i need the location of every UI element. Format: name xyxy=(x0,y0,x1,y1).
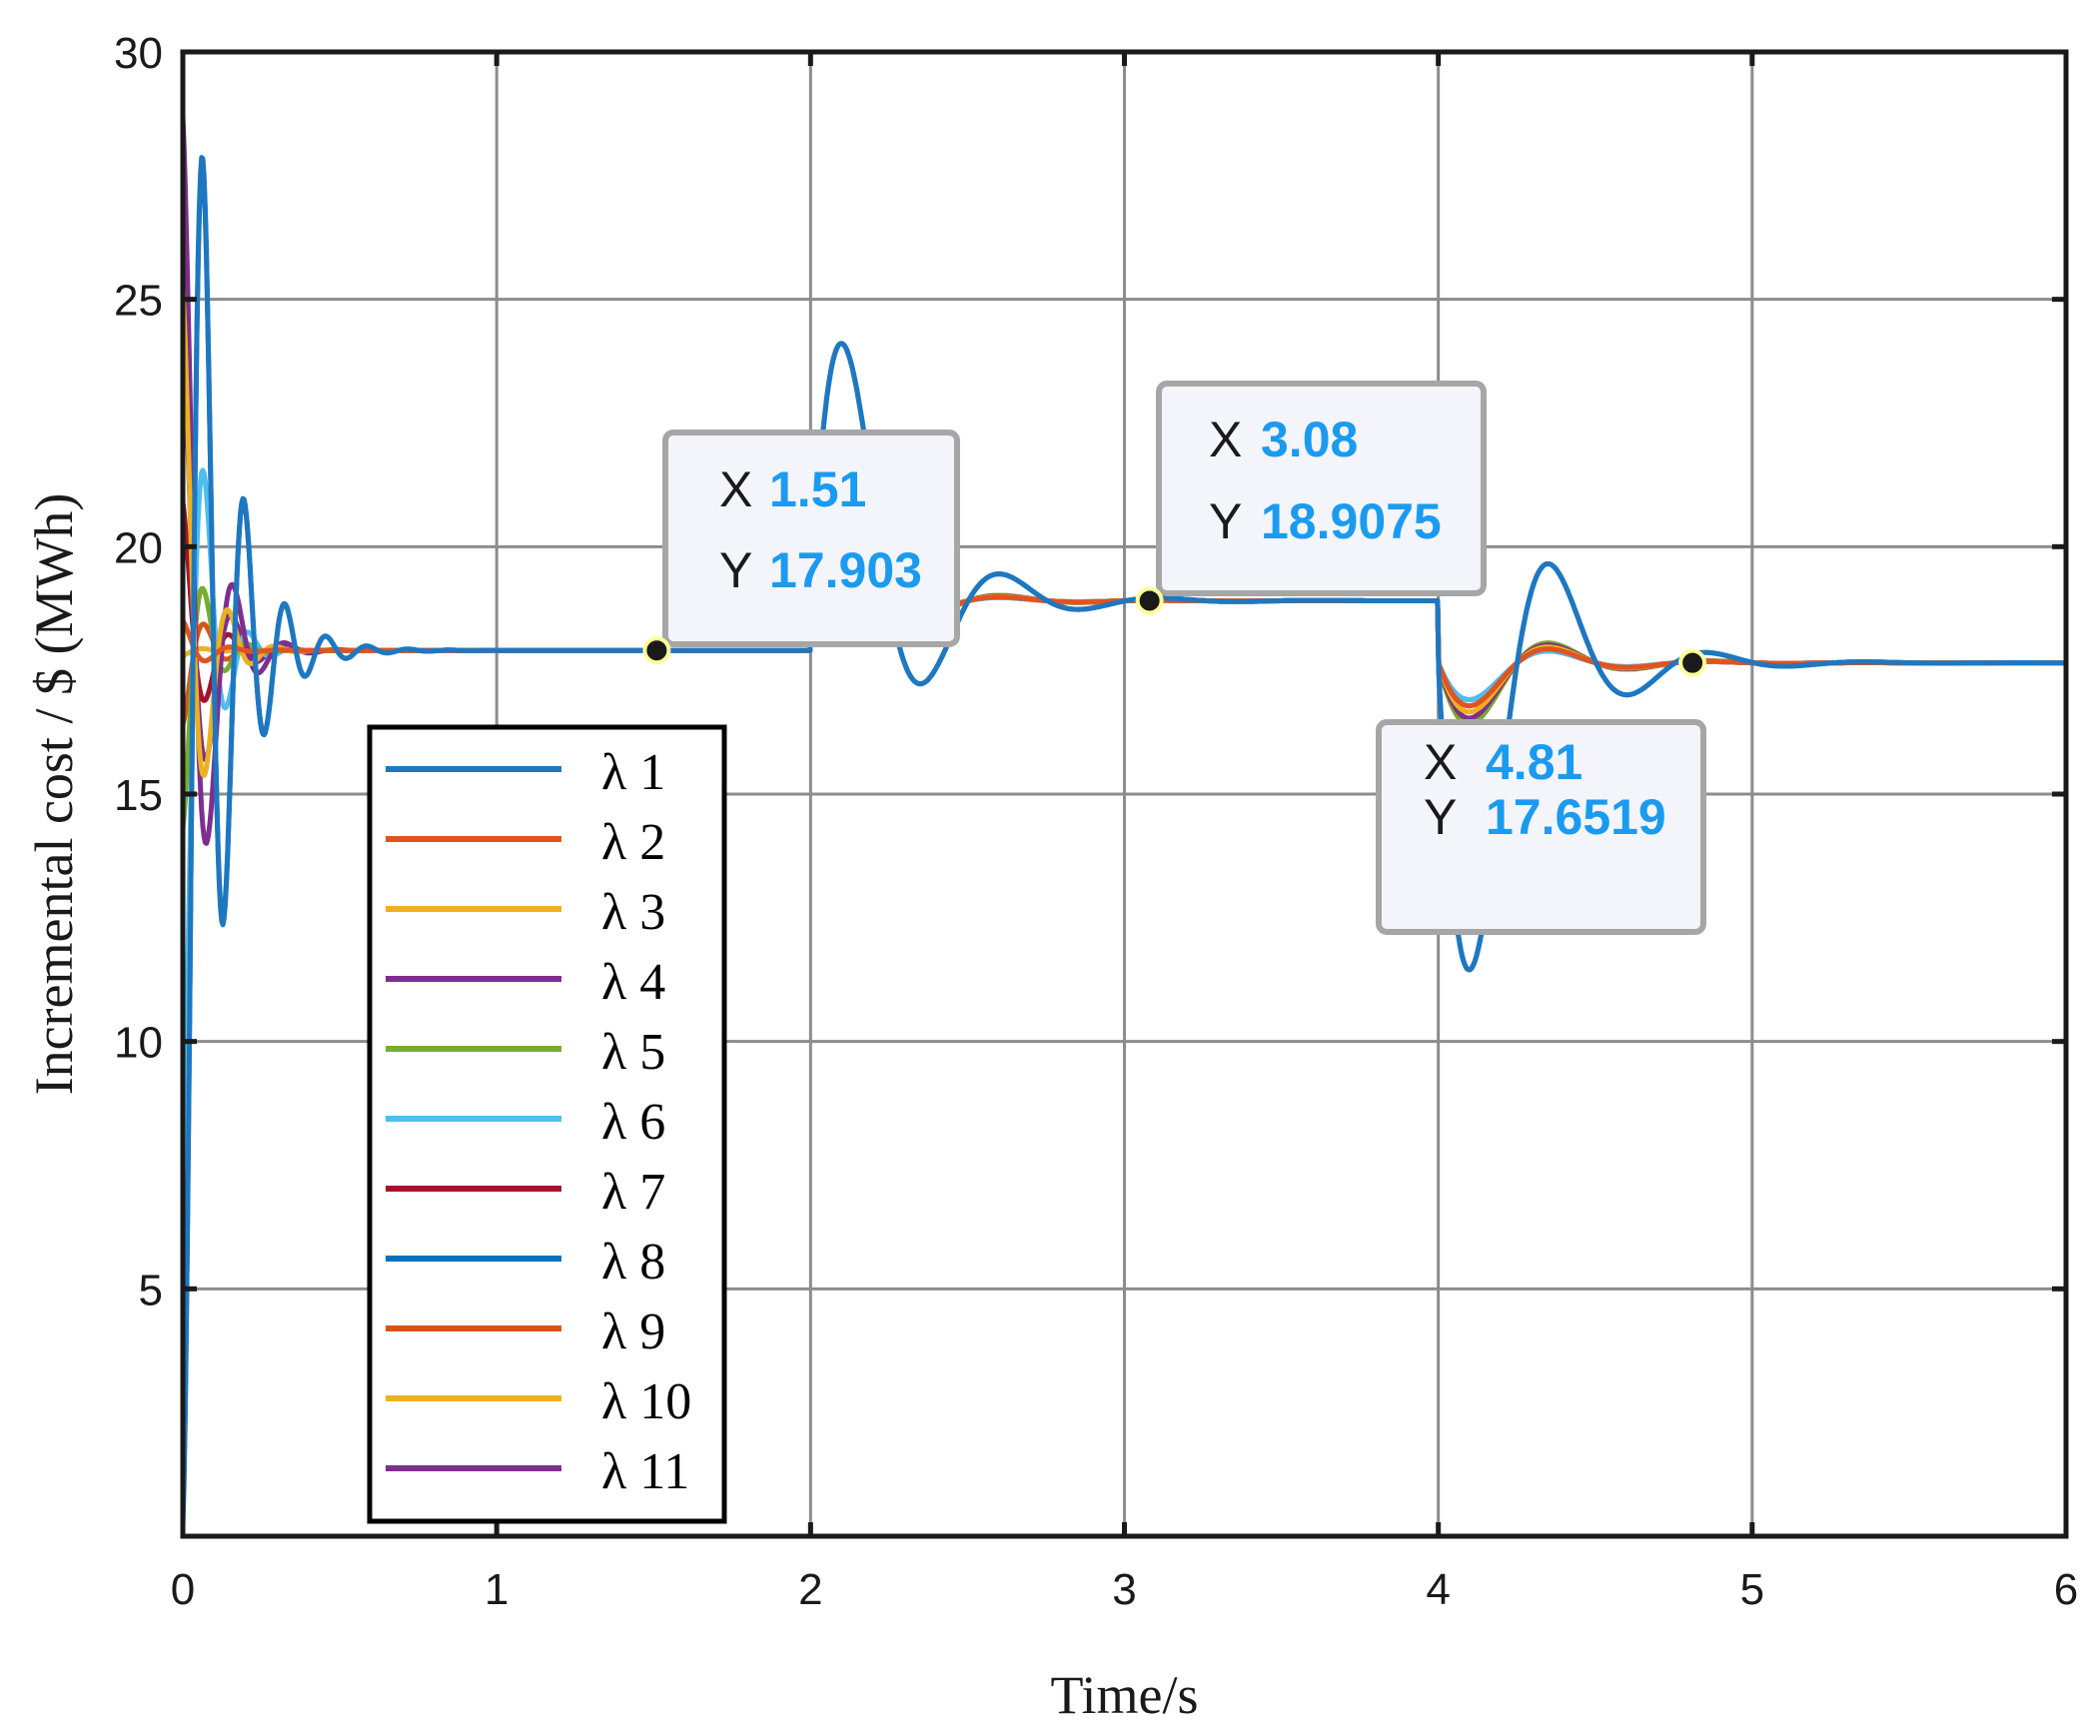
datatip-marker[interactable] xyxy=(642,636,671,665)
datatip-box xyxy=(1376,719,1706,935)
legend-item-2: λ 2 xyxy=(386,814,665,871)
legend-label: λ 6 xyxy=(601,1094,665,1151)
datatip-y-value: 18.9075 xyxy=(1261,493,1442,549)
legend-label: λ 11 xyxy=(601,1443,689,1500)
legend-label: λ 8 xyxy=(601,1234,665,1291)
datatip-x-label: X xyxy=(1424,734,1457,790)
datatip-y-label: Y xyxy=(719,542,752,598)
legend: λ 1 λ 2 λ 3 λ 4 λ 5 λ 6 λ 7 λ 8 λ 9 λ 10 λ 11 xyxy=(367,724,727,1524)
datatip-y-value: 17.6519 xyxy=(1486,789,1666,845)
legend-item-10: λ 10 xyxy=(386,1373,691,1430)
datatip-marker[interactable] xyxy=(1135,586,1164,615)
datatip-x-value: 4.81 xyxy=(1486,734,1582,790)
series-line-1 xyxy=(180,155,2068,1527)
legend-item-3: λ 3 xyxy=(386,884,665,941)
x-tick-label-3: 3 xyxy=(1112,1565,1136,1614)
x-tick-label-0: 0 xyxy=(171,1565,195,1614)
legend-item-1: λ 1 xyxy=(386,744,665,801)
datatip-2[interactable]: X 3.08 Y 18.9075 xyxy=(1135,381,1487,615)
legend-label: λ 4 xyxy=(601,954,665,1011)
legend-label: λ 1 xyxy=(601,744,665,801)
datatip-y-label: Y xyxy=(1424,789,1457,845)
y-axis-title: Incremental cost / $ (MWh) xyxy=(24,493,84,1096)
legend-label: λ 9 xyxy=(601,1303,665,1360)
datatip-1[interactable]: X 1.51 Y 17.903 xyxy=(642,430,960,665)
y-tick-label-0: 5 xyxy=(139,1266,163,1314)
axis-ticks: 0 1 2 3 4 5 6 5 10 15 20 25 30 xyxy=(114,29,2078,1614)
datatip-y-label: Y xyxy=(1209,493,1242,549)
datatip-y-value: 17.903 xyxy=(769,542,922,598)
series-lines xyxy=(180,116,2068,1527)
legend-item-11: λ 11 xyxy=(386,1443,689,1500)
datatip-3[interactable]: X 4.81 Y 17.6519 xyxy=(1376,648,1707,935)
legend-label: λ 10 xyxy=(601,1373,691,1430)
y-tick-label-4: 25 xyxy=(114,277,163,326)
datatip-x-label: X xyxy=(1209,412,1242,467)
legend-box xyxy=(367,724,727,1524)
x-axis-title: Time/s xyxy=(1050,1665,1198,1725)
y-tick-label-1: 10 xyxy=(114,1019,163,1068)
datatip-marker[interactable] xyxy=(1678,648,1707,677)
y-tick-label-2: 15 xyxy=(114,771,163,820)
x-tick-label-6: 6 xyxy=(2054,1565,2078,1614)
legend-label: λ 5 xyxy=(601,1024,665,1081)
datatip-box xyxy=(1156,381,1487,596)
datatip-box xyxy=(662,430,960,647)
datatips: X 1.51 Y 17.903 X 3.08 Y 18.9075 X 4.81 Y 17.6519 xyxy=(642,381,1707,935)
x-tick-label-4: 4 xyxy=(1426,1565,1450,1614)
legend-item-5: λ 5 xyxy=(386,1024,665,1081)
y-tick-label-3: 20 xyxy=(114,523,163,572)
legend-label: λ 7 xyxy=(601,1164,665,1221)
legend-item-6: λ 6 xyxy=(386,1094,665,1151)
datatip-x-value: 3.08 xyxy=(1261,412,1358,467)
x-tick-label-2: 2 xyxy=(798,1565,822,1614)
legend-item-9: λ 9 xyxy=(386,1303,665,1360)
legend-item-4: λ 4 xyxy=(386,954,665,1011)
x-tick-label-5: 5 xyxy=(1740,1565,1764,1614)
legend-label: λ 2 xyxy=(601,814,665,871)
y-tick-label-5: 30 xyxy=(114,29,163,78)
datatip-x-label: X xyxy=(719,461,752,517)
datatip-x-value: 1.51 xyxy=(769,461,866,517)
legend-item-7: λ 7 xyxy=(386,1164,665,1221)
legend-item-8: λ 8 xyxy=(386,1234,665,1291)
x-tick-label-1: 1 xyxy=(485,1565,509,1614)
legend-label: λ 3 xyxy=(601,884,665,941)
